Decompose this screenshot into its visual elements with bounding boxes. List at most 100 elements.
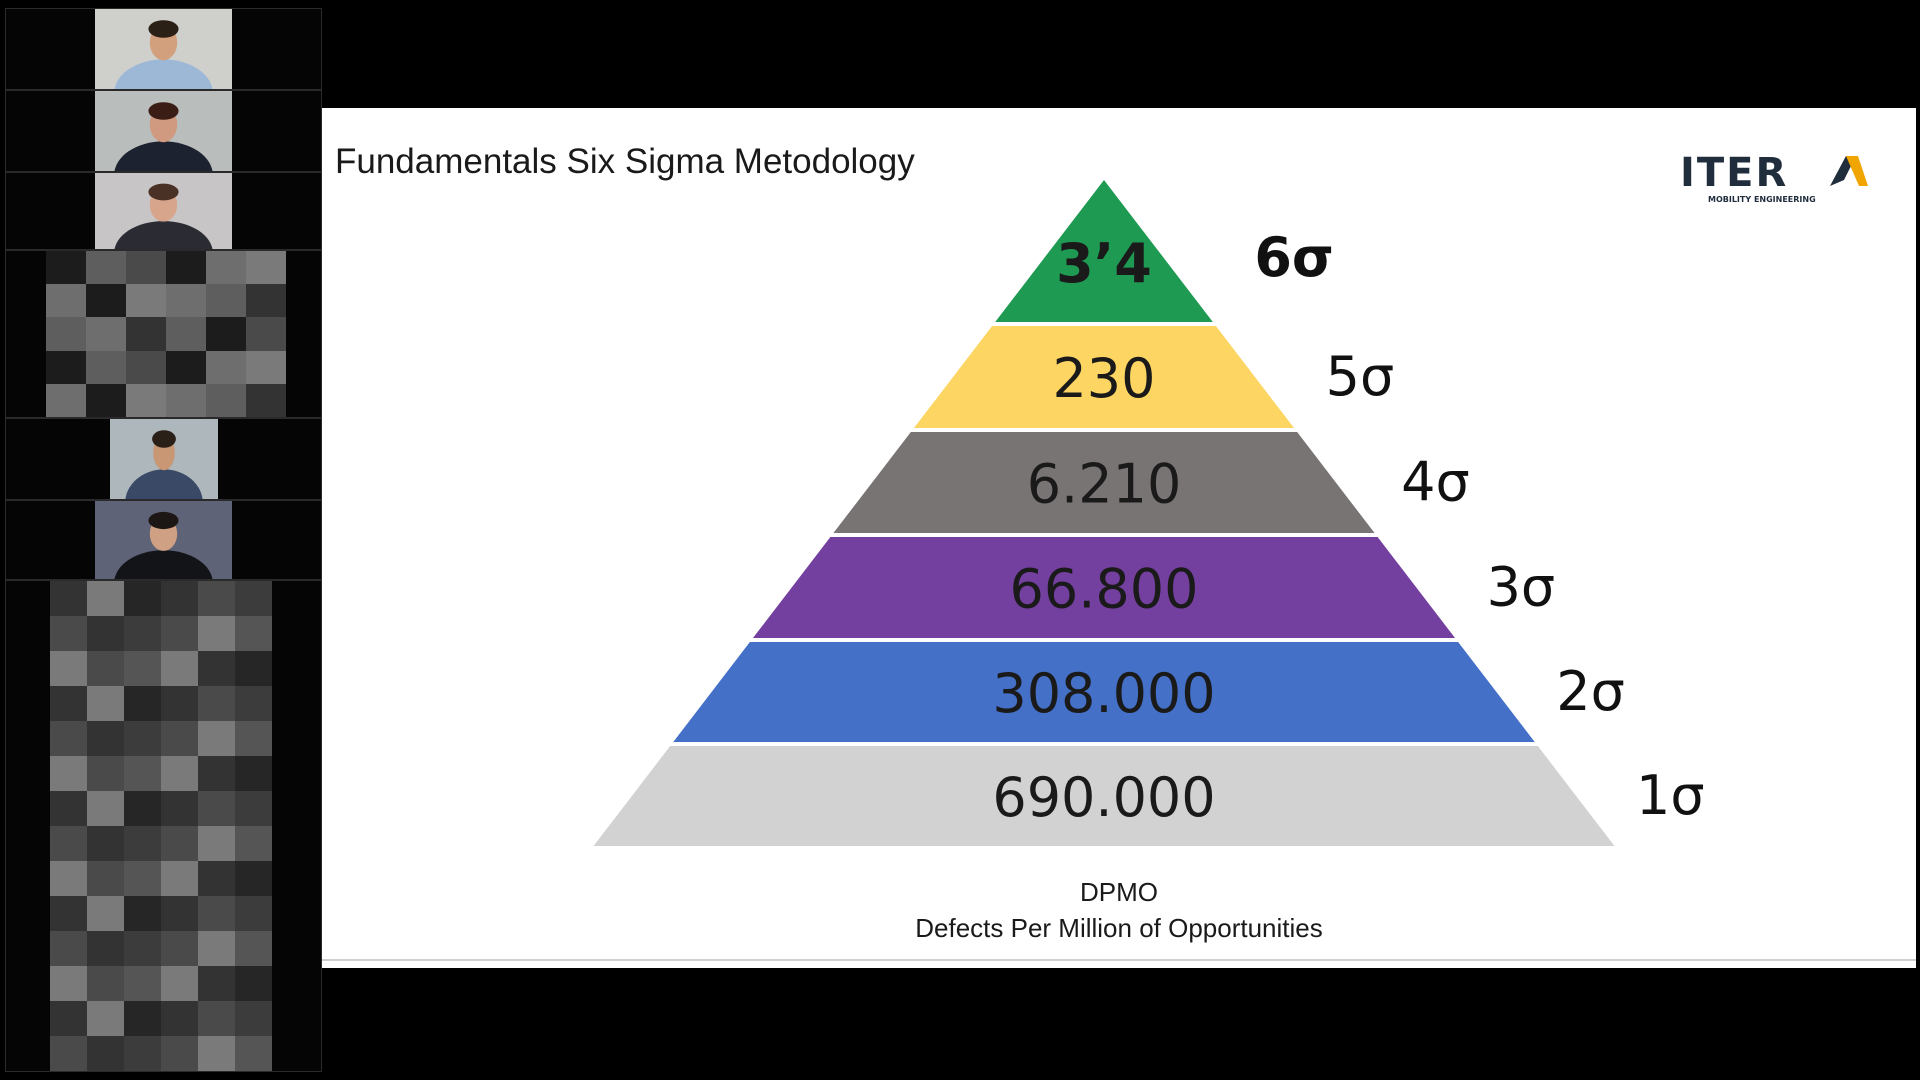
blur-pixel	[198, 1001, 235, 1036]
participant-video-1	[95, 9, 232, 89]
blur-pixel	[166, 251, 206, 285]
blur-pixel	[206, 317, 246, 351]
webcam-feed	[95, 501, 232, 579]
blur-pixel	[124, 861, 161, 896]
participant-tile-2[interactable]	[5, 90, 322, 172]
blur-pixel	[124, 931, 161, 966]
blur-pixel	[235, 756, 272, 791]
blur-pixel	[87, 966, 124, 1001]
blur-pixel	[161, 651, 198, 686]
sigma-label-1: 6σ	[1254, 226, 1334, 289]
blur-pixel	[87, 896, 124, 931]
blur-pixel	[124, 1036, 161, 1071]
blur-pixel	[198, 756, 235, 791]
blur-pixel	[161, 791, 198, 826]
participant-tile-3[interactable]	[5, 172, 322, 250]
pyramid-level-6	[593, 746, 1615, 846]
blur-pixel	[206, 284, 246, 318]
blur-pixel	[86, 383, 126, 417]
pyramid-value-5: 308.000	[992, 662, 1215, 725]
blur-pixel	[50, 826, 87, 861]
blur-pixel	[198, 896, 235, 931]
blur-pixel	[161, 896, 198, 931]
blur-pixel	[124, 966, 161, 1001]
blur-pixel	[126, 350, 166, 384]
blur-pixel	[124, 826, 161, 861]
blur-pixel	[87, 686, 124, 721]
sigma-label-5: 2σ	[1556, 660, 1625, 723]
blur-pixel	[198, 686, 235, 721]
blur-pixel	[235, 931, 272, 966]
blur-pixel	[235, 1001, 272, 1036]
pyramid-caption: DPMO Defects Per Million of Opportunitie…	[322, 874, 1916, 946]
blur-pixel	[235, 581, 272, 616]
blur-pixel	[87, 791, 124, 826]
pyramid-level-4	[752, 537, 1456, 638]
blur-pixel	[166, 350, 206, 384]
blur-pixel	[50, 756, 87, 791]
blur-pixel	[87, 1001, 124, 1036]
blur-pixel	[86, 350, 126, 384]
blur-pixel	[87, 651, 124, 686]
participant-tile-4-blurred[interactable]	[5, 250, 322, 418]
webcam-feed	[110, 419, 218, 499]
blur-pixel	[246, 251, 286, 285]
blur-pixel	[50, 581, 87, 616]
blur-pixel	[198, 931, 235, 966]
blur-pixel	[161, 721, 198, 756]
blur-pixel	[206, 251, 246, 285]
blur-pixel	[161, 931, 198, 966]
blur-pixel	[50, 861, 87, 896]
pyramid-value-1: 3’4	[1056, 232, 1152, 295]
blur-pixel	[87, 756, 124, 791]
blur-pixel	[50, 966, 87, 1001]
blur-pixel	[161, 861, 198, 896]
blur-pixel	[206, 350, 246, 384]
participant-tile-6[interactable]	[5, 500, 322, 580]
slide-title: Fundamentals Six Sigma Metodology	[335, 142, 915, 181]
blur-pixel	[87, 581, 124, 616]
caption-description: Defects Per Million of Opportunities	[915, 913, 1323, 943]
dpmo-pyramid: 3’4 6σ 230 5σ 6.210 4σ 66.800 3σ 308.000 2σ 690.00…	[593, 180, 1705, 846]
sigma-label-2: 5σ	[1326, 345, 1395, 408]
blur-pixel	[86, 251, 126, 285]
blur-pixel	[198, 1036, 235, 1071]
blur-pixel	[124, 616, 161, 651]
blurred-video-7	[50, 581, 272, 1071]
participant-video-6	[95, 501, 232, 579]
blur-pixel	[46, 383, 86, 417]
blur-pixel	[124, 581, 161, 616]
blur-pixel	[50, 721, 87, 756]
pyramid-value-6: 690.000	[992, 766, 1215, 829]
svg-text:ITER: ITER	[1680, 150, 1788, 196]
participant-video-2	[95, 91, 232, 171]
participant-tile-7-blurred[interactable]	[5, 580, 322, 1072]
blur-pixel	[50, 651, 87, 686]
blur-pixel	[46, 284, 86, 318]
blur-pixel	[126, 284, 166, 318]
blur-pixel	[86, 317, 126, 351]
webcam-feed	[95, 173, 232, 249]
participant-tile-1[interactable]	[5, 8, 322, 90]
participant-tile-5[interactable]	[5, 418, 322, 500]
blur-pixel	[50, 616, 87, 651]
blur-pixel	[235, 966, 272, 1001]
blur-pixel	[198, 651, 235, 686]
blur-pixel	[50, 1001, 87, 1036]
blur-pixel	[235, 651, 272, 686]
blur-pixel	[161, 966, 198, 1001]
sigma-label-3: 4σ	[1401, 451, 1470, 514]
blur-pixel	[86, 284, 126, 318]
blur-pixel	[50, 791, 87, 826]
blur-pixel	[124, 791, 161, 826]
blur-pixel	[124, 756, 161, 791]
sigma-label-6: 1σ	[1636, 764, 1705, 827]
blur-pixel	[235, 826, 272, 861]
blur-pixel	[124, 1001, 161, 1036]
participant-strip	[0, 0, 323, 1080]
blur-pixel	[124, 721, 161, 756]
blur-pixel	[46, 350, 86, 384]
blur-pixel	[87, 931, 124, 966]
blur-pixel	[198, 826, 235, 861]
blur-pixel	[198, 861, 235, 896]
